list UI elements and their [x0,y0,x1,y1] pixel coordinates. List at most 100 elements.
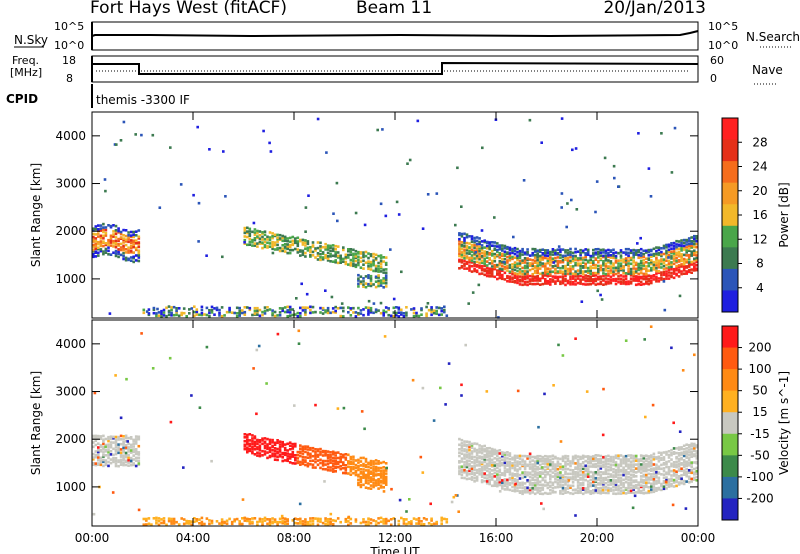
power-cell [607,259,610,262]
power-cell [690,236,693,239]
power-cell [549,256,552,259]
velocity-cell [544,468,547,472]
power-cell [384,282,388,285]
velocity-cell [652,477,656,481]
velocity-cell [278,440,282,443]
velocity-cell [589,475,592,478]
power-cell [546,272,550,275]
velocity-cell [650,482,653,486]
velocity-cell [622,459,625,462]
power-cell [334,305,337,309]
velocity-cell [657,481,661,484]
velocity-cell [473,464,476,467]
power-cell [485,274,489,278]
power-cell [336,251,340,254]
velocity-cell [261,523,264,526]
velocity-cell [503,461,507,465]
velocity-cell [624,462,628,465]
power-cell [602,283,605,286]
velocity-cell [435,520,438,524]
velocity-cell [291,450,295,454]
velocity-cell [468,454,471,457]
velocity-cell [288,457,292,460]
velocity-cell [478,455,481,458]
power-cell [657,266,661,269]
velocity-cell [390,487,393,491]
velocity-cell [97,449,100,452]
power-cell [531,277,534,281]
power-cell [382,314,385,317]
power-cell [339,261,342,264]
velocity-cell [301,447,305,451]
velocity-cell [225,522,229,525]
velocity-cell [359,460,363,463]
velocity-cell [384,472,388,475]
velocity-cell [554,490,557,494]
power-cell [687,265,691,268]
velocity-cell [622,455,625,458]
power-cell [263,245,267,249]
velocity-cell [342,466,345,470]
power-cell [513,252,517,256]
power-cell [152,311,156,315]
power-cell [263,230,267,233]
power-cell [468,235,471,238]
velocity-cell [251,450,254,453]
power-cell [695,237,699,240]
power-cell [134,248,138,252]
velocity-cell [538,463,542,467]
power-cell [129,230,133,234]
velocity-cell [294,445,297,448]
power-cell [538,261,542,264]
velocity-cell [617,454,620,457]
velocity-cell [657,471,661,474]
power-cell [657,280,661,283]
power-cell [604,269,608,272]
power-cell [561,266,565,270]
velocity-cell [599,492,603,495]
velocity-cell [470,467,474,470]
power-cell [579,258,582,262]
velocity-cell [281,456,284,459]
velocity-cell [506,480,509,484]
velocity-cell [480,475,484,478]
velocity-cell [475,475,479,479]
power-cell [460,261,464,264]
velocity-cell [271,520,274,524]
power-cell [660,278,663,281]
velocity-cell [556,483,560,486]
velocity-cell [326,523,330,526]
velocity-cell [321,454,325,457]
power-cell [99,240,103,243]
power-cell [367,282,370,286]
velocity-cell [551,489,555,493]
power-cell [443,305,446,309]
power-cell [364,261,368,264]
velocity-cell [329,520,332,524]
power-cell [554,280,557,283]
velocity-cell [321,459,325,463]
velocity-cell [203,522,206,526]
velocity-cell [372,519,375,522]
power-cell [564,269,567,273]
velocity-cell [124,451,128,455]
power-cell [650,276,653,280]
velocity-cell [352,465,355,469]
power-cell [660,276,663,280]
power-cell [387,308,390,312]
power-cell [119,230,123,234]
power-cell [516,256,519,260]
power-cell [533,269,537,273]
y-tick-label: 3000 [55,177,86,191]
power-cell [336,219,339,223]
velocity-cell [564,476,567,479]
power-cell [604,262,608,266]
velocity-cell [493,480,497,483]
power-cell [642,249,646,253]
velocity-cell [119,448,123,451]
power-cell [147,312,151,315]
power-cell [685,254,688,257]
velocity-cell [490,478,494,481]
power-cell [493,244,497,248]
power-cell [326,306,330,310]
